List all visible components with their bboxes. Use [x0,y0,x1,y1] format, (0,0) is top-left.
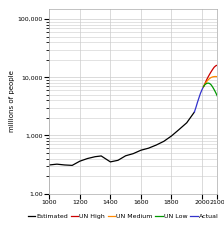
UN Medium [213,75,215,78]
Actual [202,85,205,88]
UN Low [214,91,217,94]
UN Medium [214,75,217,78]
Legend: Estimated, UN High, UN Medium, UN Low, Actual: Estimated, UN High, UN Medium, UN Low, A… [25,212,221,222]
Estimated [124,154,127,157]
Actual [201,88,203,91]
Actual [193,111,196,113]
Estimated [132,152,135,155]
Line: UN High: UN High [204,65,217,87]
Estimated [100,155,103,157]
Line: UN Low: UN Low [204,83,217,96]
UN High [204,82,206,85]
UN Medium [211,76,214,78]
Actual [196,101,199,104]
UN High [208,73,211,76]
Line: Estimated: Estimated [49,112,194,165]
Estimated [162,140,165,143]
Estimated [86,157,89,160]
UN Low [211,86,214,88]
UN High [216,64,219,67]
UN High [202,85,205,88]
UN Medium [216,75,219,78]
UN Medium [207,79,209,81]
Estimated [109,161,112,163]
UN Medium [205,80,208,83]
Estimated [178,128,181,131]
UN High [214,64,217,67]
Estimated [147,147,150,150]
Estimated [193,111,196,113]
Line: Actual: Actual [194,87,204,112]
Estimated [78,160,81,162]
UN High [207,76,209,78]
UN Low [208,82,211,85]
Estimated [94,155,97,158]
Estimated [56,163,58,166]
Actual [201,87,204,90]
UN Low [204,83,206,86]
UN Medium [202,85,205,88]
UN Medium [210,76,213,79]
UN Low [205,82,208,85]
Line: UN Medium: UN Medium [204,76,217,87]
UN High [213,66,215,68]
Y-axis label: millions of people: millions of people [9,70,15,132]
UN Low [207,82,209,84]
UN High [205,79,208,81]
UN Low [210,83,213,86]
Estimated [140,149,142,152]
UN Medium [204,83,206,85]
Estimated [155,144,157,146]
UN Low [202,85,205,88]
Estimated [48,164,51,166]
Estimated [185,122,188,124]
UN Medium [208,77,211,80]
Estimated [170,135,173,137]
Estimated [117,159,119,162]
Estimated [71,164,73,167]
UN Low [213,88,215,91]
Estimated [63,164,66,166]
Actual [195,106,197,109]
Actual [198,97,200,99]
UN Low [216,95,219,97]
UN High [210,70,213,73]
UN High [211,68,214,71]
Actual [199,92,202,95]
